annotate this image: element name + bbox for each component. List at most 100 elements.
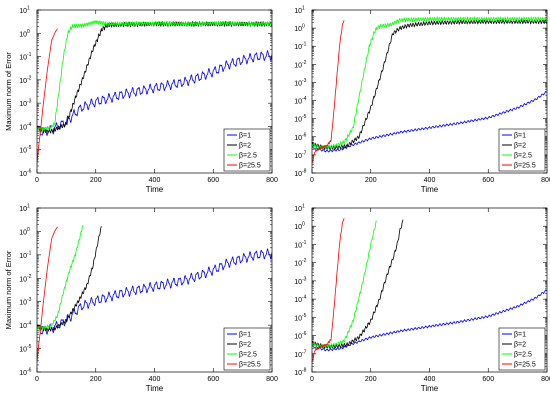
legend-box xyxy=(223,128,271,172)
y-tick-label-exponent: -5 xyxy=(27,344,32,350)
x-tick-label: 0 xyxy=(310,376,314,383)
y-tick-label-exponent: -6 xyxy=(302,331,307,337)
series-line--2 xyxy=(312,219,404,349)
y-tick-label: 10 -6 xyxy=(294,331,306,341)
series-line--2-5 xyxy=(37,225,83,330)
y-tick-label-exponent: -3 xyxy=(302,78,307,84)
y-tick-label-base: 10 xyxy=(294,334,302,341)
x-tick-label: 200 xyxy=(365,376,377,383)
y-tick-label: 10 -2 xyxy=(294,60,306,70)
x-axis-label: Time xyxy=(421,185,439,194)
x-tick-label: 200 xyxy=(90,177,102,184)
x-tick-label: 400 xyxy=(424,376,436,383)
x-tick-label: 800 xyxy=(541,376,550,383)
y-tick-label-exponent: -8 xyxy=(302,368,307,374)
y-tick-label: 10 1 xyxy=(19,6,30,16)
y-tick-label-exponent: -3 xyxy=(27,297,32,303)
series-line--1 xyxy=(37,50,272,136)
y-tick-label-base: 10 xyxy=(19,253,27,260)
series-line--2-5 xyxy=(312,16,547,150)
legend-entry-label: β=1 xyxy=(514,133,526,140)
y-tick-label: 10 -1 xyxy=(19,250,31,260)
x-tick-label: 200 xyxy=(90,376,102,383)
legend-entry-label: β=2 xyxy=(514,143,526,150)
y-tick-label: 10 -4 xyxy=(19,321,31,331)
x-tick-label: 0 xyxy=(35,177,39,184)
x-tick-label: 0 xyxy=(35,376,39,383)
y-tick-label-base: 10 xyxy=(294,117,302,124)
legend-box xyxy=(223,327,271,371)
y-tick-label-exponent: -2 xyxy=(302,60,307,66)
y-tick-label: 10 1 xyxy=(294,204,305,214)
y-tick-label-base: 10 xyxy=(19,55,27,62)
y-tick-label-base: 10 xyxy=(294,153,302,160)
y-tick-label: 10 -5 xyxy=(19,344,31,354)
y-tick-label-base: 10 xyxy=(19,229,27,236)
y-tick-label: 10 -2 xyxy=(19,274,31,284)
y-tick-label-base: 10 xyxy=(294,261,302,268)
axes-frame xyxy=(36,207,273,373)
x-tick-label: 800 xyxy=(266,376,278,383)
y-tick-label-base: 10 xyxy=(294,279,302,286)
y-tick-label-base: 10 xyxy=(19,171,27,178)
y-tick-label-exponent: -5 xyxy=(302,313,307,319)
y-tick-label-base: 10 xyxy=(294,315,302,322)
x-tick-label: 400 xyxy=(149,376,161,383)
y-tick-label: 10 -1 xyxy=(294,42,306,52)
legend-entry-label: β=25.5 xyxy=(239,163,261,170)
y-tick-label: 10 -2 xyxy=(294,258,306,268)
x-tick-label: 400 xyxy=(424,177,436,184)
y-tick-label-exponent: 0 xyxy=(27,227,30,233)
y-tick-label: 10 0 xyxy=(19,29,30,39)
y-tick-label: 10 -4 xyxy=(19,122,31,132)
y-tick-label-base: 10 xyxy=(294,80,302,87)
x-tick-label: 600 xyxy=(207,376,219,383)
legend-entry-label: β=2.5 xyxy=(239,352,257,359)
y-tick-label: 10 0 xyxy=(294,222,305,232)
legend-entry-label: β=1 xyxy=(239,133,251,140)
y-tick-label-exponent: 1 xyxy=(302,204,305,210)
series-line--25-5 xyxy=(312,218,345,363)
y-tick-label: 10 -7 xyxy=(294,150,306,160)
y-tick-label: 10 -6 xyxy=(19,368,31,378)
y-tick-label-base: 10 xyxy=(294,99,302,106)
x-tick-label: 200 xyxy=(365,177,377,184)
legend-entry-label: β=2 xyxy=(239,143,251,150)
y-tick-label-base: 10 xyxy=(19,323,27,330)
y-tick-label: 10 1 xyxy=(294,6,305,16)
y-tick-label-base: 10 xyxy=(19,31,27,38)
y-axis-label: Maximum norm of Error xyxy=(4,52,13,131)
chart-panel-top-left: 10 -610 -510 -410 -310 -210 -110 010 10 200 400 600… xyxy=(4,6,278,195)
chart-panel-bottom-right: 10 -810 -710 -610 -510 -410 -310 -210 -110 010 10 2… xyxy=(294,204,550,394)
y-tick-label-base: 10 xyxy=(294,352,302,359)
y-axis-label: Maximum norm of Error xyxy=(4,250,13,329)
y-tick-label: 10 0 xyxy=(294,24,305,34)
x-tick-label: 600 xyxy=(207,177,219,184)
series-group xyxy=(312,218,547,363)
y-tick-label-exponent: -4 xyxy=(302,96,307,102)
y-tick-label: 10 0 xyxy=(19,227,30,237)
legend-entry-label: β=25.5 xyxy=(514,163,536,170)
y-tick-label-exponent: -1 xyxy=(302,240,307,246)
series-line--1 xyxy=(37,248,272,335)
axes-frame xyxy=(36,9,273,174)
x-tick-label: 600 xyxy=(482,177,494,184)
y-tick-label-base: 10 xyxy=(294,206,302,213)
y-tick-label-base: 10 xyxy=(294,370,302,377)
series-line--2 xyxy=(37,226,102,332)
y-tick-label-base: 10 xyxy=(19,276,27,283)
y-tick-label-exponent: -2 xyxy=(27,75,32,81)
y-tick-label: 10 -5 xyxy=(294,114,306,124)
legend-entry-label: β=2.5 xyxy=(514,153,532,160)
y-tick-label: 10 -2 xyxy=(19,75,31,85)
y-tick-label: 10 -4 xyxy=(294,96,306,106)
legend-entry-label: β=2 xyxy=(514,342,526,349)
y-tick-label-base: 10 xyxy=(19,8,27,15)
axes-frame xyxy=(311,207,548,373)
legend-entry-label: β=25.5 xyxy=(239,362,261,369)
y-tick-label-base: 10 xyxy=(19,124,27,131)
y-tick-label-exponent: 1 xyxy=(302,6,305,12)
y-tick-label-exponent: -5 xyxy=(27,145,32,151)
y-tick-label-exponent: -7 xyxy=(302,150,307,156)
y-tick-label-base: 10 xyxy=(19,300,27,307)
